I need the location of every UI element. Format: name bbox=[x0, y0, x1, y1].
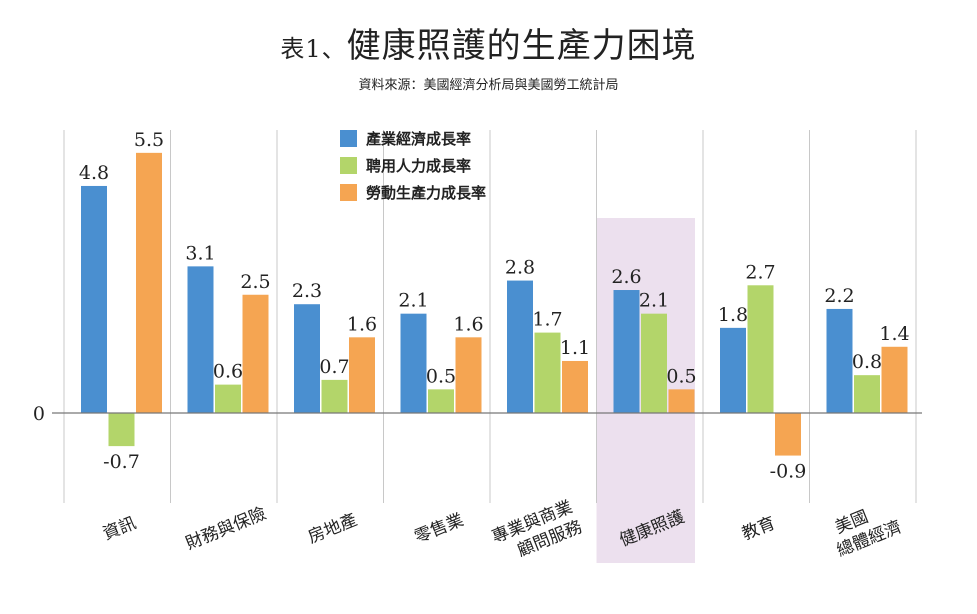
category-label-line: 資訊 bbox=[100, 513, 139, 544]
bar-1-5 bbox=[507, 280, 533, 413]
data-label: 1.6 bbox=[453, 313, 483, 335]
title-text: 健康照護的生產力困境 bbox=[346, 26, 697, 66]
legend-swatch bbox=[340, 184, 357, 201]
bar-1-2 bbox=[187, 266, 214, 413]
bar-1-7 bbox=[720, 327, 746, 413]
bar-3-2 bbox=[242, 294, 269, 413]
data-label: 0.5 bbox=[666, 365, 696, 387]
data-label: 0.6 bbox=[213, 361, 243, 383]
bar-2-5 bbox=[534, 332, 561, 413]
data-label: 0.7 bbox=[319, 356, 349, 378]
bar-2-1 bbox=[108, 413, 135, 447]
data-label: 1.7 bbox=[532, 309, 562, 331]
bar-1-1 bbox=[81, 185, 107, 413]
category-label-line: 財務與保險 bbox=[183, 504, 269, 554]
bar-3-4 bbox=[455, 337, 482, 413]
bar-3-8 bbox=[881, 346, 908, 413]
bar-2-4 bbox=[428, 389, 454, 413]
bar-2-2 bbox=[215, 384, 241, 413]
data-label: 2.6 bbox=[611, 266, 641, 288]
category-label: 財務與保險 bbox=[183, 504, 269, 554]
data-label: 2.2 bbox=[824, 285, 854, 307]
bar-3-7 bbox=[775, 413, 801, 456]
data-label: 1.1 bbox=[560, 337, 590, 359]
data-label: -0.9 bbox=[770, 461, 807, 483]
chart-title: 表1、健康照護的生產力困境 bbox=[0, 18, 977, 67]
data-label: -0.7 bbox=[103, 451, 140, 473]
data-label: 1.6 bbox=[347, 313, 377, 335]
category-label: 零售業 bbox=[412, 510, 467, 548]
y-tick-label: 0 bbox=[33, 403, 45, 425]
bar-3-6 bbox=[668, 389, 695, 413]
bar-3-5 bbox=[562, 360, 588, 413]
data-label: 2.8 bbox=[505, 257, 535, 279]
bar-2-6 bbox=[641, 313, 667, 413]
legend-swatch bbox=[340, 157, 357, 174]
data-label: 0.5 bbox=[426, 365, 456, 387]
category-label-line: 教育 bbox=[739, 513, 778, 544]
category-label: 教育 bbox=[739, 513, 778, 544]
legend-label: 產業經濟成長率 bbox=[365, 130, 471, 148]
data-label: 2.1 bbox=[398, 290, 428, 312]
bar-1-6 bbox=[613, 290, 640, 413]
data-label: 2.5 bbox=[240, 271, 270, 293]
data-label: 2.1 bbox=[639, 290, 669, 312]
chart-subtitle: 資料來源：美國經濟分析局與美國勞工統計局 bbox=[358, 78, 619, 93]
category-label: 資訊 bbox=[100, 513, 139, 544]
bar-1-4 bbox=[400, 313, 427, 413]
bar-2-7 bbox=[747, 285, 774, 413]
data-label: 0.8 bbox=[852, 351, 882, 373]
data-label: 4.8 bbox=[79, 162, 109, 184]
legend-label: 聘用人力成長率 bbox=[366, 157, 471, 175]
bar-1-8 bbox=[826, 308, 853, 413]
data-label: 3.1 bbox=[185, 242, 215, 264]
data-label: 1.4 bbox=[879, 323, 909, 345]
legend-label: 勞動生產力成長率 bbox=[366, 184, 486, 202]
bar-2-8 bbox=[854, 375, 880, 413]
legend-swatch bbox=[340, 130, 357, 147]
category-label: 房地產 bbox=[305, 510, 360, 548]
bar-2-3 bbox=[321, 379, 348, 413]
data-label: 2.3 bbox=[292, 280, 322, 302]
title-prefix: 表1、 bbox=[280, 35, 347, 63]
data-label: 1.8 bbox=[718, 304, 748, 326]
data-label: 2.7 bbox=[745, 261, 775, 283]
category-label-line: 零售業 bbox=[412, 510, 467, 548]
bar-3-3 bbox=[349, 337, 375, 413]
category-label-line: 房地產 bbox=[305, 510, 360, 548]
bar-3-1 bbox=[136, 152, 162, 413]
data-label: 5.5 bbox=[134, 129, 164, 151]
bar-1-3 bbox=[294, 304, 320, 413]
